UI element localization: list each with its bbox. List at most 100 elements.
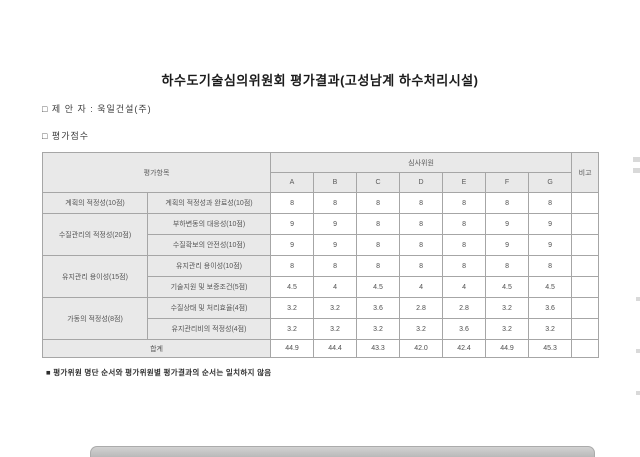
proposer-line: □ 제 안 자 : 욱일건설(주): [42, 104, 152, 114]
table-row: 수질관리의 적정성(20점) 부하변동의 대응성(10점) 9 9 8 8 8 …: [42, 213, 600, 256]
header-judges-group: 심사위원: [270, 152, 573, 173]
score-cell: 9: [270, 213, 315, 235]
score-cell: 3.2: [485, 318, 530, 340]
total-cell: 43.3: [356, 339, 401, 358]
score-cell: 8: [313, 255, 358, 277]
score-cell: 4: [313, 276, 358, 298]
score-cell: 8: [356, 234, 401, 256]
item-label: 기술지원 및 보증조건(5점): [146, 276, 272, 298]
score-cell: 8: [356, 192, 401, 214]
score-cell: 4: [399, 276, 444, 298]
score-cell: 8: [270, 255, 315, 277]
score-cell: 8: [270, 192, 315, 214]
score-cell: 8: [528, 192, 573, 214]
note-cell: [571, 213, 600, 235]
footnote: ■ 평가위원 명단 순서와 평가위원별 평가결과의 순서는 일치하지 않음: [46, 368, 272, 377]
item-label: 수질상태 및 처리효율(4점): [146, 297, 272, 319]
note-cell: [571, 276, 600, 298]
score-cell: 8: [442, 192, 487, 214]
total-cell: 44.4: [313, 339, 358, 358]
note-cell: [571, 192, 600, 214]
evaluation-table: 평가항목 심사위원 비고 A B C D E F G 계획의 적정성(10점) …: [41, 152, 600, 358]
item-label: 계획의 적정성과 완료성(10점): [146, 192, 272, 214]
group-label: 유지관리 용이성(15점): [42, 255, 148, 298]
score-cell: 8: [399, 255, 444, 277]
score-cell: 3.2: [313, 318, 358, 340]
score-cell: 9: [528, 213, 573, 235]
item-label: 유지관리 용이성(10점): [146, 255, 272, 277]
score-cell: 9: [313, 213, 358, 235]
score-cell: 4: [442, 276, 487, 298]
table-row: 유지관리비의 적정성(4점) 3.2 3.2 3.2 3.2 3.6 3.2 3…: [43, 318, 600, 340]
header-judge-b: B: [313, 172, 358, 193]
score-cell: 3.2: [270, 297, 315, 319]
score-cell: 9: [270, 234, 315, 256]
score-cell: 9: [528, 234, 573, 256]
edge-fragment: [633, 168, 640, 173]
score-cell: 8: [442, 255, 487, 277]
table-row: 계획의 적정성(10점) 계획의 적정성과 완료성(10점) 8 8 8 8 8…: [42, 192, 600, 214]
edge-fragment: [636, 349, 640, 353]
note-cell: [571, 255, 600, 277]
group-label: 수질관리의 적정성(20점): [42, 213, 148, 256]
total-cell: 42.0: [399, 339, 444, 358]
item-label: 수질확보의 안전성(10점): [146, 234, 272, 256]
score-cell: 3.6: [442, 318, 487, 340]
table-row: 가동의 적정성(8점) 수질상태 및 처리효율(4점) 3.2 3.2 3.6 …: [42, 297, 600, 340]
total-label: 합계: [41, 339, 272, 358]
score-cell: 3.2: [270, 318, 315, 340]
note-cell: [571, 318, 600, 340]
score-cell: 3.6: [356, 297, 401, 319]
table-row: 기술지원 및 보증조건(5점) 4.5 4 4.5 4 4 4.5 4.5: [43, 276, 600, 298]
score-cell: 3.2: [399, 318, 444, 340]
total-cell: 42.4: [442, 339, 487, 358]
page-title: 하수도기술심의위원회 평가결과(고성남계 하수처리시설): [161, 73, 479, 88]
score-cell: 8: [399, 213, 444, 235]
header-judge-f: F: [485, 172, 530, 193]
score-cell: 4.5: [528, 276, 573, 298]
score-cell: 2.8: [399, 297, 444, 319]
header-judge-e: E: [442, 172, 487, 193]
score-cell: 8: [356, 255, 401, 277]
note-cell: [571, 297, 600, 319]
score-cell: 8: [313, 192, 358, 214]
header-judge-c: C: [356, 172, 401, 193]
score-cell: 3.2: [528, 318, 573, 340]
score-cell: 8: [528, 255, 573, 277]
total-row: 합계 44.9 44.4 43.3 42.0 42.4 44.9 45.3: [41, 339, 600, 358]
edge-fragment: [636, 391, 640, 395]
table-row: 유지관리 용이성(15점) 유지관리 용이성(10점) 8 8 8 8 8 8 …: [42, 255, 600, 298]
total-cell: 45.3: [528, 339, 573, 358]
score-cell: 4.5: [356, 276, 401, 298]
header-note: 비고: [571, 152, 600, 193]
score-cell: 8: [485, 192, 530, 214]
score-cell: 8: [485, 255, 530, 277]
total-cell: 44.9: [485, 339, 530, 358]
score-cell: 9: [313, 234, 358, 256]
score-cell: 3.2: [356, 318, 401, 340]
item-label: 부하변동의 대응성(10점): [146, 213, 272, 235]
note-cell: [571, 234, 600, 256]
score-cell: 2.8: [442, 297, 487, 319]
group-label: 계획의 적정성(10점): [42, 192, 148, 214]
score-cell: 8: [399, 234, 444, 256]
score-cell: 8: [356, 213, 401, 235]
score-cell: 8: [442, 234, 487, 256]
edge-fragment: [633, 157, 640, 162]
score-cell: 4.5: [270, 276, 315, 298]
score-cell: 3.2: [313, 297, 358, 319]
header-judge-a: A: [270, 172, 315, 193]
score-cell: 8: [442, 213, 487, 235]
note-cell: [571, 339, 600, 358]
group-label: 가동의 적정성(8점): [42, 297, 148, 340]
score-cell: 3.2: [485, 297, 530, 319]
score-cell: 4.5: [485, 276, 530, 298]
score-cell: 9: [485, 234, 530, 256]
item-label: 유지관리비의 적정성(4점): [146, 318, 272, 340]
total-cell: 44.9: [270, 339, 315, 358]
header-eval-items: 평가항목: [41, 152, 272, 193]
edge-fragment: [636, 297, 640, 301]
score-section-label: □ 평가점수: [42, 131, 90, 141]
score-cell: 9: [485, 213, 530, 235]
cropped-bottom-element: [90, 446, 595, 457]
